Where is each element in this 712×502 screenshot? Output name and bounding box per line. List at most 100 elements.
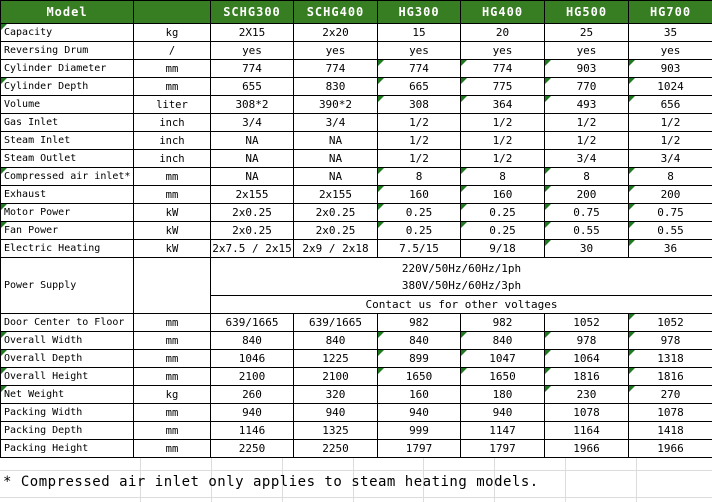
spec-value[interactable]: yes — [210, 41, 294, 60]
spec-value[interactable]: 940 — [377, 403, 461, 422]
spec-value[interactable]: 982 — [377, 313, 461, 332]
spec-value[interactable]: 978 — [544, 331, 629, 350]
spec-value[interactable]: 180 — [460, 385, 545, 404]
spec-value[interactable]: 7.5/15 — [377, 239, 461, 258]
spec-value[interactable]: 840 — [460, 331, 545, 350]
spec-value[interactable]: 200 — [544, 185, 629, 204]
spec-value[interactable]: 1052 — [544, 313, 629, 332]
spec-value[interactable]: 160 — [377, 385, 461, 404]
spec-value[interactable]: 2x0.25 — [293, 221, 378, 240]
spec-value[interactable]: yes — [377, 41, 461, 60]
spec-value[interactable]: 35 — [628, 23, 712, 42]
contact-voltages-cell[interactable]: Contact us for other voltages — [210, 295, 712, 314]
spec-value[interactable]: 2x155 — [293, 185, 378, 204]
column-header-hg300[interactable]: HG300 — [377, 0, 461, 24]
row-unit[interactable]: mm — [133, 367, 211, 386]
spec-value[interactable]: 1225 — [293, 349, 378, 368]
row-label[interactable]: Volume — [0, 95, 134, 114]
spec-value[interactable]: 1/2 — [377, 113, 461, 132]
spec-value[interactable]: 1164 — [544, 421, 629, 440]
spec-value[interactable]: 1966 — [628, 439, 712, 458]
spec-value[interactable]: 8 — [544, 167, 629, 186]
spec-value[interactable]: NA — [210, 167, 294, 186]
spec-value[interactable]: 364 — [460, 95, 545, 114]
spec-value[interactable]: 0.55 — [628, 221, 712, 240]
spec-value[interactable]: 1/2 — [628, 113, 712, 132]
row-label[interactable]: Net Weight — [0, 385, 134, 404]
spec-value[interactable]: NA — [293, 131, 378, 150]
column-header-schg300[interactable]: SCHG300 — [210, 0, 294, 24]
row-unit[interactable]: mm — [133, 77, 211, 96]
spec-value[interactable]: 840 — [293, 331, 378, 350]
spec-value[interactable]: 9/18 — [460, 239, 545, 258]
spec-value[interactable]: 1650 — [377, 367, 461, 386]
row-label[interactable]: Packing Depth — [0, 421, 134, 440]
spec-value[interactable]: 775 — [460, 77, 545, 96]
row-unit[interactable]: mm — [133, 59, 211, 78]
spec-value[interactable]: 655 — [210, 77, 294, 96]
model-header[interactable]: Model — [0, 0, 134, 24]
spec-value[interactable]: 2x7.5 / 2x15 — [210, 239, 294, 258]
spec-value[interactable]: 8 — [377, 167, 461, 186]
row-label[interactable]: Motor Power — [0, 203, 134, 222]
spec-value[interactable]: 656 — [628, 95, 712, 114]
spec-value[interactable]: 1650 — [460, 367, 545, 386]
row-label[interactable]: Electric Heating — [0, 239, 134, 258]
spec-value[interactable]: 8 — [460, 167, 545, 186]
spec-value[interactable]: 1797 — [460, 439, 545, 458]
spec-value[interactable]: 940 — [293, 403, 378, 422]
spec-value[interactable]: yes — [544, 41, 629, 60]
spec-value[interactable]: 2x0.25 — [210, 203, 294, 222]
spec-value[interactable]: 2x9 / 2x18 — [293, 239, 378, 258]
spec-value[interactable]: 3/4 — [628, 149, 712, 168]
row-label[interactable]: Packing Height — [0, 439, 134, 458]
spec-value[interactable]: 1147 — [460, 421, 545, 440]
spec-value[interactable]: 0.25 — [460, 221, 545, 240]
row-label[interactable]: Capacity — [0, 23, 134, 42]
spec-value[interactable]: 200 — [628, 185, 712, 204]
row-unit[interactable]: mm — [133, 349, 211, 368]
spec-value[interactable]: 0.75 — [544, 203, 629, 222]
spec-value[interactable]: 1146 — [210, 421, 294, 440]
spec-value[interactable]: 1966 — [544, 439, 629, 458]
spec-value[interactable]: 840 — [210, 331, 294, 350]
power-supply-value[interactable]: 220V/50Hz/60Hz/1ph 380V/50Hz/60Hz/3ph — [210, 257, 712, 296]
spec-value[interactable]: 320 — [293, 385, 378, 404]
spec-value[interactable]: 1418 — [628, 421, 712, 440]
row-unit[interactable]: mm — [133, 167, 211, 186]
spec-value[interactable]: 390*2 — [293, 95, 378, 114]
spec-value[interactable]: 770 — [544, 77, 629, 96]
spec-value[interactable]: 1/2 — [628, 131, 712, 150]
row-unit[interactable]: mm — [133, 185, 211, 204]
spec-value[interactable]: 160 — [377, 185, 461, 204]
spec-value[interactable]: 2x0.25 — [210, 221, 294, 240]
spec-value[interactable]: 270 — [628, 385, 712, 404]
row-label[interactable]: Cylinder Diameter — [0, 59, 134, 78]
spec-value[interactable]: 2250 — [293, 439, 378, 458]
spec-value[interactable]: 308 — [377, 95, 461, 114]
spec-value[interactable]: 1/2 — [460, 113, 545, 132]
spec-value[interactable]: 0.75 — [628, 203, 712, 222]
spec-value[interactable]: 36 — [628, 239, 712, 258]
spec-value[interactable]: 774 — [210, 59, 294, 78]
spec-value[interactable]: 2x0.25 — [293, 203, 378, 222]
row-label[interactable]: Exhaust — [0, 185, 134, 204]
column-header-schg400[interactable]: SCHG400 — [293, 0, 378, 24]
spec-value[interactable]: 308*2 — [210, 95, 294, 114]
spec-value[interactable]: 940 — [460, 403, 545, 422]
row-label[interactable]: Steam Outlet — [0, 149, 134, 168]
spec-value[interactable]: 1047 — [460, 349, 545, 368]
spec-value[interactable]: 999 — [377, 421, 461, 440]
row-unit[interactable]: mm — [133, 421, 211, 440]
spec-value[interactable]: 903 — [544, 59, 629, 78]
spec-value[interactable]: 830 — [293, 77, 378, 96]
row-label[interactable]: Packing Width — [0, 403, 134, 422]
spec-value[interactable]: 903 — [628, 59, 712, 78]
row-unit[interactable]: kg — [133, 23, 211, 42]
spec-value[interactable]: 0.25 — [377, 203, 461, 222]
spec-value[interactable]: 1797 — [377, 439, 461, 458]
spec-value[interactable]: yes — [460, 41, 545, 60]
row-unit[interactable]: mm — [133, 439, 211, 458]
row-label[interactable]: Overall Height — [0, 367, 134, 386]
row-unit[interactable]: mm — [133, 313, 211, 332]
